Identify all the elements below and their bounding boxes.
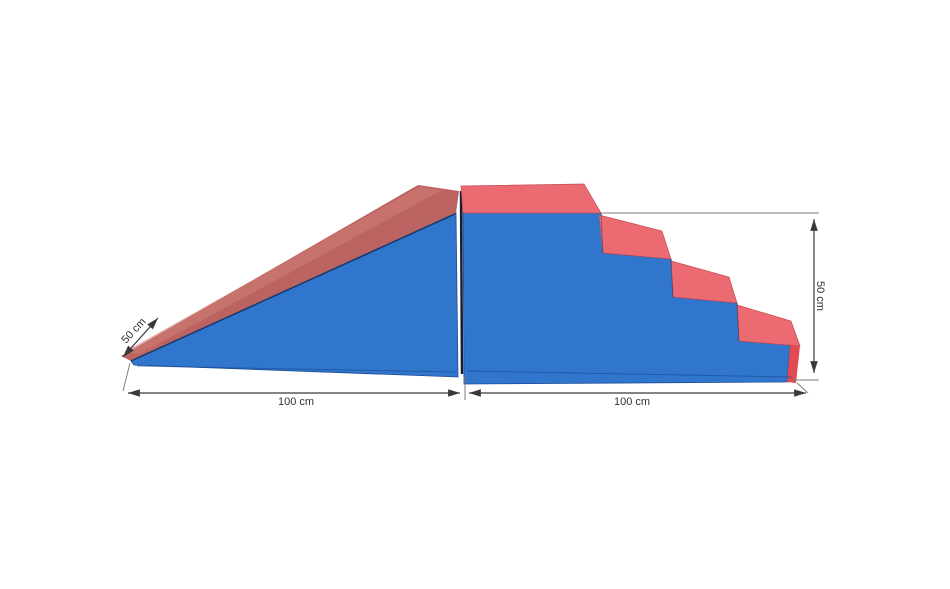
label-stairs-height: 50 cm [814,281,826,311]
label-stairs-length: 100 cm [614,396,650,408]
stairs-right-side-face [787,345,800,383]
stairs-bottom-seam [466,370,793,378]
piece-junction-gap [459,190,464,375]
stairs-riser-edge-3 [736,302,740,342]
extension-line-stairs-right [796,382,809,394]
step-top-2 [598,214,672,260]
step-top-1 [460,183,602,214]
wedge-slope-edge [130,213,456,362]
wedge-bottom-seam [136,365,456,373]
label-wedge-length: 100 cm [278,396,314,408]
wedge-side-face [130,212,459,378]
stairs-riser-edge-1 [600,212,604,254]
extension-line-wedge-left [122,362,131,392]
step-top-4 [736,304,801,347]
foam-stairs [460,183,801,385]
wedge-top-highlight [124,187,442,354]
dim-line-wedge-depth [122,317,159,358]
foam-wedge-ramp [121,185,459,378]
stairs-riser-edge-2 [670,258,674,298]
step-top-3 [670,260,738,304]
